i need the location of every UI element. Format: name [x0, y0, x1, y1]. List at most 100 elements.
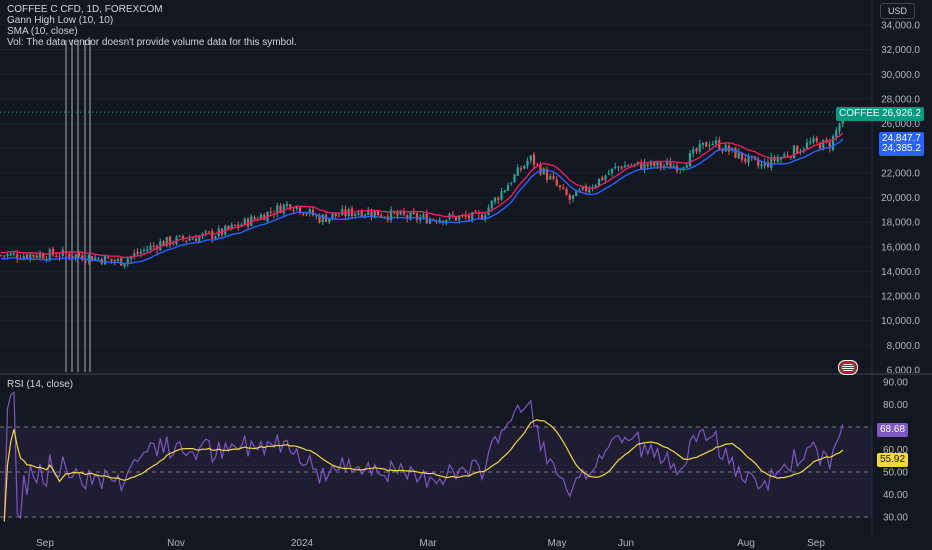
- candle: [656, 161, 659, 166]
- us-flag-icon[interactable]: [838, 360, 858, 375]
- candle: [477, 212, 480, 215]
- candle: [532, 154, 536, 165]
- candle: [672, 165, 675, 168]
- candle: [211, 231, 214, 239]
- candle: [627, 165, 630, 167]
- candle: [516, 167, 519, 176]
- candle: [48, 249, 51, 261]
- candle: [3, 255, 6, 257]
- price-axis-label: 28,000.0: [881, 94, 920, 105]
- candle: [142, 249, 146, 251]
- candle: [649, 161, 653, 166]
- candle: [454, 216, 458, 221]
- candle: [698, 143, 701, 152]
- rsi-axis-label: 90.00: [883, 378, 908, 389]
- candle: [666, 161, 669, 165]
- sma-value-tag: 24,385.2: [879, 142, 924, 156]
- price-axis-label: 8,000.0: [887, 341, 921, 352]
- candle: [285, 203, 289, 206]
- candle: [575, 190, 578, 197]
- candle: [604, 175, 607, 180]
- candle: [831, 136, 835, 150]
- candle: [503, 190, 506, 193]
- currency-button[interactable]: USD: [880, 3, 915, 19]
- legend-gann[interactable]: Gann High Low (10, 10): [7, 15, 114, 26]
- price-axis-label: 22,000.0: [881, 168, 920, 179]
- candle: [172, 243, 175, 245]
- candle: [370, 211, 373, 217]
- candle: [474, 210, 477, 213]
- candle: [55, 255, 58, 258]
- candle: [484, 215, 487, 219]
- candle: [776, 158, 779, 162]
- rsi-axis-label: 80.00: [883, 400, 908, 411]
- candle: [399, 210, 402, 215]
- candle: [315, 215, 318, 217]
- candle: [721, 149, 724, 152]
- candle: [711, 143, 714, 145]
- candle: [230, 224, 233, 229]
- candle: [783, 154, 786, 157]
- candle: [506, 185, 510, 191]
- candle: [714, 140, 718, 144]
- last-price-tag: 26,926.2: [879, 107, 924, 121]
- rsi-value-tag: 68.68: [877, 423, 909, 437]
- rsi-ma-line: [3, 419, 844, 522]
- sma-line: [0, 138, 844, 265]
- candle: [168, 236, 172, 245]
- price-axis-label: 34,000.0: [881, 21, 920, 32]
- price-axis-label: 14,000.0: [881, 267, 920, 278]
- candle: [555, 179, 558, 186]
- legend-sma[interactable]: SMA (10, close): [7, 26, 78, 37]
- candle: [708, 144, 711, 147]
- candle: [422, 214, 425, 218]
- candle: [354, 213, 357, 216]
- gann-high-low-line: [0, 132, 844, 259]
- candle: [458, 216, 461, 221]
- candle: [181, 236, 185, 240]
- candle: [68, 253, 71, 258]
- price-axis-label: 32,000.0: [881, 45, 920, 56]
- candle: [419, 217, 422, 221]
- candle: [38, 253, 42, 258]
- candle: [32, 254, 35, 257]
- candle: [113, 259, 116, 262]
- candle: [815, 137, 818, 142]
- candle: [136, 252, 139, 254]
- candle: [809, 141, 812, 144]
- candle: [233, 224, 237, 226]
- time-axis-label: Mar: [419, 538, 437, 549]
- time-axis-label: Sep: [807, 538, 825, 549]
- price-axis-label: 16,000.0: [881, 242, 920, 253]
- legend-vol[interactable]: Vol: The data vendor doesn't provide vol…: [7, 37, 297, 48]
- rsi-legend[interactable]: RSI (14, close): [7, 379, 74, 390]
- candle: [149, 245, 152, 250]
- candle: [259, 214, 263, 220]
- candle: [204, 231, 207, 233]
- candle: [389, 209, 393, 221]
- legend-symbol[interactable]: COFFEE C CFD, 1D, FOREXCOM: [7, 4, 163, 15]
- candle: [292, 209, 295, 211]
- candle: [51, 248, 55, 256]
- candle: [740, 152, 744, 160]
- candle: [588, 189, 591, 193]
- candle: [812, 138, 815, 143]
- candle: [110, 258, 113, 261]
- candle: [614, 166, 617, 169]
- candle: [467, 215, 471, 219]
- candle: [279, 205, 282, 214]
- candle: [490, 200, 493, 209]
- candle: [357, 212, 360, 215]
- candle: [513, 174, 516, 183]
- candle: [471, 212, 474, 220]
- candle: [805, 142, 809, 149]
- candle: [412, 211, 415, 215]
- candle: [120, 257, 123, 266]
- candle: [701, 142, 705, 145]
- candle: [659, 162, 662, 168]
- candle: [747, 155, 750, 163]
- candle: [825, 139, 828, 142]
- candle: [162, 241, 165, 246]
- candle: [253, 217, 256, 220]
